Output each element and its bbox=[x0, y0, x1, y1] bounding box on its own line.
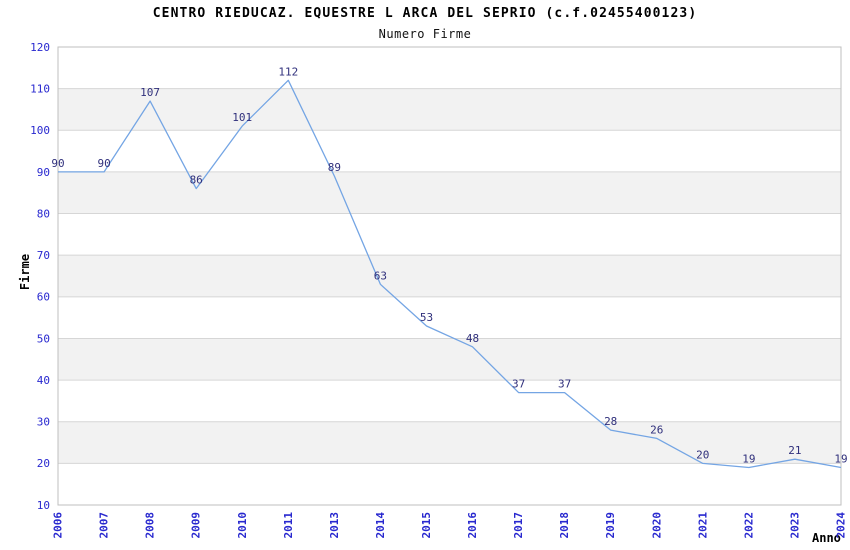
y-tick-label: 70 bbox=[37, 249, 50, 262]
y-tick-label: 30 bbox=[37, 416, 50, 429]
data-point-label: 90 bbox=[51, 157, 64, 170]
x-tick-label: 2022 bbox=[742, 512, 755, 539]
x-tick-label: 2018 bbox=[558, 512, 571, 539]
data-point-label: 89 bbox=[328, 161, 341, 174]
chart-title: CENTRO RIEDUCAZ. EQUESTRE L ARCA DEL SEP… bbox=[152, 6, 698, 21]
y-tick-label: 20 bbox=[37, 457, 50, 470]
y-tick-label: 80 bbox=[37, 207, 50, 220]
grid-band bbox=[58, 171, 841, 214]
x-tick-label: 2014 bbox=[374, 512, 387, 539]
x-tick-label: 2021 bbox=[696, 512, 709, 539]
x-tick-label: 2024 bbox=[835, 512, 848, 539]
x-tick-label: 2010 bbox=[236, 512, 249, 539]
data-point-label: 19 bbox=[742, 453, 755, 466]
chart-subtitle: Numero Firme bbox=[378, 27, 472, 41]
data-point-label: 28 bbox=[604, 415, 617, 428]
y-tick-label: 50 bbox=[37, 332, 50, 345]
x-axis-title: Anno bbox=[812, 531, 841, 545]
y-tick-label: 40 bbox=[37, 374, 50, 387]
data-line bbox=[58, 79, 842, 469]
x-tick-label: 2006 bbox=[52, 512, 65, 539]
data-point-label: 112 bbox=[278, 65, 298, 78]
data-point-label: 53 bbox=[420, 311, 433, 324]
x-tick-label: 2011 bbox=[282, 512, 295, 539]
y-tick-label: 60 bbox=[37, 291, 50, 304]
data-point-label: 37 bbox=[512, 378, 525, 391]
y-tick-label: 120 bbox=[30, 41, 50, 54]
plot-border bbox=[57, 46, 842, 506]
data-point-label: 48 bbox=[466, 332, 479, 345]
x-tick-label: 2009 bbox=[190, 512, 203, 539]
x-tick-label: 2023 bbox=[788, 512, 801, 539]
data-point-label: 26 bbox=[650, 423, 663, 436]
data-point-label: 86 bbox=[190, 174, 203, 187]
y-tick-label: 100 bbox=[30, 124, 50, 137]
data-point-label: 37 bbox=[558, 378, 571, 391]
x-tick-label: 2015 bbox=[420, 512, 433, 539]
x-tick-label: 2019 bbox=[604, 512, 617, 539]
y-tick-label: 90 bbox=[37, 166, 50, 179]
x-tick-label: 2017 bbox=[512, 512, 525, 539]
x-tick-label: 2016 bbox=[466, 512, 479, 539]
grid-band bbox=[58, 338, 841, 381]
data-point-label: 20 bbox=[696, 448, 709, 461]
y-tick-label: 110 bbox=[30, 82, 50, 95]
y-tick-label: 10 bbox=[37, 499, 50, 512]
x-tick-label: 2013 bbox=[328, 512, 341, 539]
data-point-label: 63 bbox=[374, 269, 387, 282]
x-tick-label: 2007 bbox=[98, 512, 111, 539]
grid-band bbox=[58, 421, 841, 464]
data-point-label: 19 bbox=[834, 453, 847, 466]
x-tick-label: 2020 bbox=[650, 512, 663, 539]
data-point-label: 90 bbox=[97, 157, 110, 170]
grid-band bbox=[58, 255, 841, 297]
grid-band bbox=[58, 88, 841, 131]
data-point-label: 101 bbox=[232, 111, 252, 124]
data-point-label: 21 bbox=[788, 444, 801, 457]
data-point-label: 107 bbox=[140, 86, 160, 99]
x-tick-label: 2008 bbox=[144, 512, 157, 539]
